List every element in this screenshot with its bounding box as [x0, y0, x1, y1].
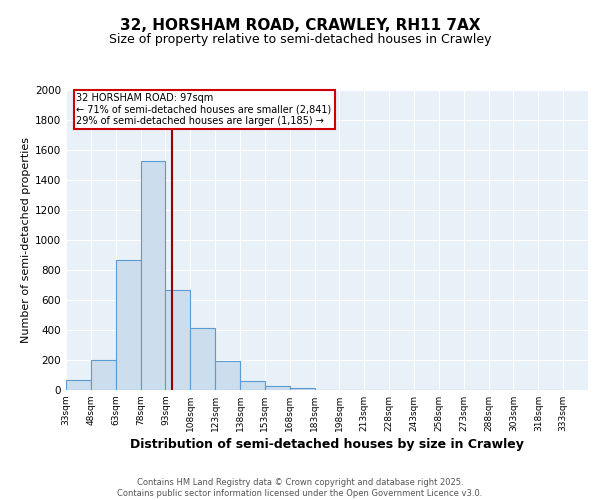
Bar [140, 160, 166, 390]
Text: 32 HORSHAM ROAD: 97sqm
← 71% of semi-detached houses are smaller (2,841)
29% of : 32 HORSHAM ROAD: 97sqm ← 71% of semi-det… [76, 93, 332, 126]
Bar [190, 328, 215, 390]
Bar [215, 361, 240, 390]
Bar [240, 381, 265, 390]
Bar [166, 290, 190, 390]
Bar [265, 386, 290, 390]
Bar [290, 388, 314, 390]
Text: 32, HORSHAM ROAD, CRAWLEY, RH11 7AX: 32, HORSHAM ROAD, CRAWLEY, RH11 7AX [120, 18, 480, 32]
Bar [66, 380, 91, 390]
Bar [116, 260, 140, 390]
X-axis label: Distribution of semi-detached houses by size in Crawley: Distribution of semi-detached houses by … [130, 438, 524, 451]
Bar [91, 360, 116, 390]
Text: Size of property relative to semi-detached houses in Crawley: Size of property relative to semi-detach… [109, 32, 491, 46]
Text: Contains HM Land Registry data © Crown copyright and database right 2025.
Contai: Contains HM Land Registry data © Crown c… [118, 478, 482, 498]
Y-axis label: Number of semi-detached properties: Number of semi-detached properties [21, 137, 31, 343]
